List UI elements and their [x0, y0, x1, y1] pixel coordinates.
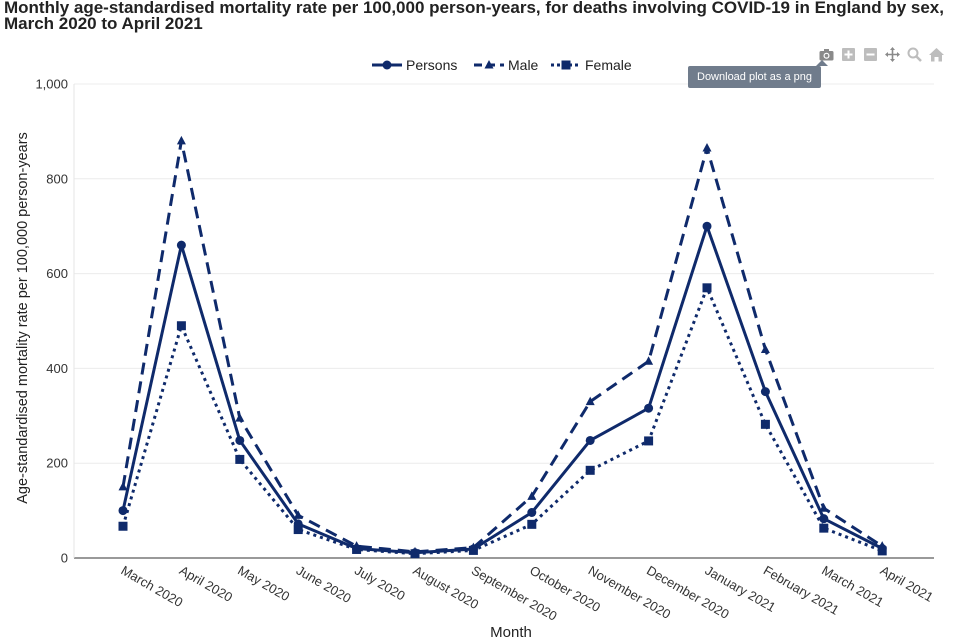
pan-icon[interactable] — [884, 46, 901, 63]
download-tooltip: Download plot as a png — [688, 60, 828, 88]
point-female[interactable] — [527, 519, 537, 529]
point-female[interactable] — [585, 465, 595, 475]
x-tick-label: August 2020 — [411, 563, 482, 612]
point-male[interactable] — [527, 491, 537, 500]
series-line-persons — [121, 224, 883, 555]
zoom-out-icon[interactable] — [862, 46, 879, 63]
point-female[interactable] — [176, 321, 186, 331]
legend[interactable]: Persons Male Female — [372, 57, 632, 73]
point-persons[interactable] — [819, 514, 829, 524]
point-female[interactable] — [702, 283, 712, 293]
legend-label: Persons — [406, 57, 457, 73]
point-persons[interactable] — [877, 544, 887, 554]
point-male[interactable] — [644, 356, 654, 365]
y-tick-label: 200 — [46, 456, 68, 471]
y-axis-title: Age-standardised mortality rate per 100,… — [15, 132, 31, 504]
y-tick-label: 0 — [61, 551, 68, 566]
y-tick-label: 1,000 — [35, 77, 68, 92]
point-female[interactable] — [644, 436, 654, 446]
point-persons[interactable] — [176, 240, 186, 250]
point-persons[interactable] — [527, 507, 537, 517]
legend-item-female[interactable]: Female — [551, 57, 632, 73]
legend-label: Female — [585, 57, 632, 73]
x-tick-label: May 2020 — [235, 563, 292, 605]
y-axis-ticks: 0 200 400 600 800 1,000 — [35, 77, 68, 566]
y-tick-label: 800 — [46, 171, 68, 186]
point-persons[interactable] — [760, 387, 770, 397]
point-male[interactable] — [760, 344, 770, 353]
point-persons[interactable] — [644, 403, 654, 413]
legend-label: Male — [508, 57, 539, 73]
x-tick-label: April 2021 — [878, 563, 936, 605]
legend-item-persons[interactable]: Persons — [372, 57, 457, 73]
point-persons[interactable] — [293, 519, 303, 529]
y-tick-label: 400 — [46, 361, 68, 376]
x-tick-label: April 2020 — [177, 563, 235, 605]
legend-marker — [561, 60, 571, 70]
point-male[interactable] — [176, 135, 186, 145]
point-female[interactable] — [760, 419, 770, 429]
point-persons[interactable] — [235, 435, 245, 445]
x-tick-label: July 2020 — [352, 563, 408, 604]
x-axis-title: Month — [490, 624, 532, 640]
chart-title: Monthly age-standardised mortality rate … — [4, 0, 944, 33]
series-male — [118, 135, 887, 556]
series-line-female — [121, 286, 883, 556]
x-tick-label: June 2020 — [294, 563, 354, 606]
point-male[interactable] — [118, 481, 128, 491]
point-persons[interactable] — [585, 435, 595, 445]
x-tick-label: March 2020 — [119, 563, 186, 610]
legend-marker — [382, 60, 392, 70]
series-group — [118, 135, 887, 559]
legend-marker — [484, 60, 494, 69]
gridlines — [74, 83, 934, 464]
y-tick-label: 600 — [46, 266, 68, 281]
point-male[interactable] — [702, 142, 712, 152]
point-male[interactable] — [293, 510, 303, 519]
point-persons[interactable] — [468, 544, 478, 554]
point-persons[interactable] — [702, 221, 712, 231]
series-line-male — [121, 139, 884, 554]
legend-item-male[interactable]: Male — [474, 57, 539, 73]
modebar — [818, 46, 945, 63]
point-persons[interactable] — [118, 506, 128, 516]
point-male[interactable] — [819, 503, 829, 512]
point-female[interactable] — [819, 523, 829, 533]
point-female[interactable] — [118, 521, 128, 531]
point-female[interactable] — [293, 525, 303, 535]
point-persons[interactable] — [410, 548, 420, 558]
home-icon[interactable] — [928, 46, 945, 63]
zoom-in-icon[interactable] — [840, 46, 857, 63]
autoscale-icon[interactable] — [906, 46, 923, 63]
series-persons — [118, 221, 887, 558]
point-male[interactable] — [585, 396, 595, 406]
point-male[interactable] — [235, 413, 245, 422]
point-persons[interactable] — [352, 544, 362, 554]
point-female[interactable] — [235, 454, 245, 464]
camera-icon[interactable] — [818, 46, 835, 63]
